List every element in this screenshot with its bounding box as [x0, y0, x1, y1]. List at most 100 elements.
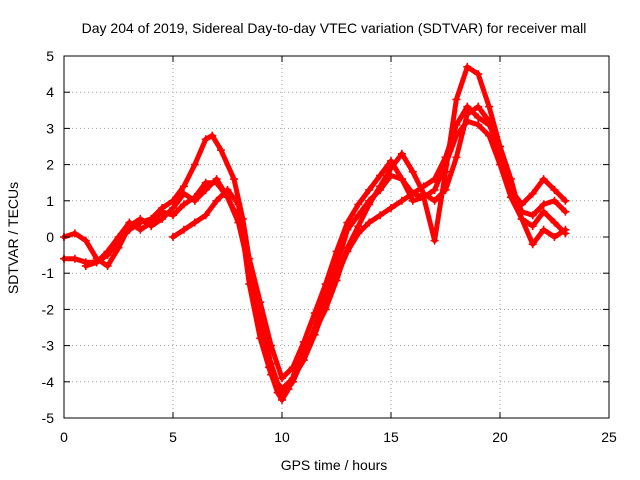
data-point	[485, 131, 494, 140]
data-point	[408, 167, 417, 176]
data-point	[387, 171, 395, 180]
series-trace	[61, 104, 568, 403]
data-point	[561, 207, 570, 216]
data-point	[201, 211, 210, 220]
data-point	[354, 229, 363, 238]
y-tick-label: 0	[46, 229, 54, 245]
data-point	[430, 196, 439, 205]
data-point	[103, 261, 112, 270]
data-point	[278, 392, 286, 401]
data-point	[354, 222, 363, 231]
data-point	[179, 225, 188, 234]
data-point	[430, 185, 439, 194]
data-point	[321, 301, 330, 310]
data-point	[528, 222, 537, 231]
data-point	[158, 214, 167, 223]
data-point	[397, 175, 406, 184]
axis-ticks: 0 5 10 15 20 25 -5 -4 -3 -2 -1 0 1 2 3 4 5	[42, 48, 617, 445]
data-point	[245, 280, 254, 289]
data-point	[430, 236, 439, 245]
y-tick-label: -4	[42, 374, 55, 390]
y-tick-label: 2	[46, 157, 54, 173]
data-point	[441, 167, 450, 176]
data-point	[387, 156, 395, 165]
data-point	[179, 200, 188, 209]
y-tick-label: 1	[46, 193, 54, 209]
data-point	[397, 149, 406, 158]
data-point	[550, 218, 559, 227]
data-point	[212, 196, 221, 205]
y-tick-label: 4	[46, 84, 54, 100]
y-tick-label: -3	[42, 338, 55, 354]
data-point	[343, 218, 352, 227]
series-track-4	[169, 62, 570, 394]
data-point	[114, 243, 123, 252]
x-tick-label: 20	[492, 429, 508, 445]
data-point	[539, 225, 548, 234]
data-point	[506, 175, 515, 184]
x-tick-label: 25	[601, 429, 617, 445]
data-point	[517, 214, 526, 223]
data-point	[158, 207, 167, 216]
data-point	[528, 240, 537, 249]
data-point	[136, 225, 145, 234]
y-tick-label: -2	[42, 301, 55, 317]
data-point	[539, 207, 548, 216]
data-point	[365, 185, 374, 194]
data-point	[136, 214, 145, 223]
x-tick-label: 15	[383, 429, 399, 445]
chart-title: Day 204 of 2019, Sidereal Day-to-day VTE…	[82, 20, 587, 36]
data-point	[216, 146, 225, 155]
data-point	[387, 204, 395, 213]
x-tick-label: 10	[274, 429, 290, 445]
data-point	[332, 272, 341, 281]
data-point	[179, 182, 188, 191]
data-point	[278, 385, 286, 394]
data-point	[474, 70, 483, 79]
data-point	[230, 175, 239, 184]
data-point	[310, 330, 319, 339]
x-tick-label: 5	[169, 429, 177, 445]
data-point	[278, 374, 286, 383]
data-point	[528, 211, 537, 220]
data-point	[212, 178, 221, 187]
data-point	[474, 120, 483, 129]
data-point	[419, 193, 428, 202]
data-point	[267, 341, 276, 350]
data-point	[539, 175, 548, 184]
data-point	[169, 211, 177, 220]
data-point	[550, 196, 559, 205]
data-point	[190, 218, 199, 227]
data-point	[169, 204, 177, 213]
data-point	[474, 102, 483, 111]
x-axis-label: GPS time / hours	[281, 457, 388, 473]
data-point	[256, 334, 265, 343]
data-point	[81, 261, 90, 270]
data-point	[267, 370, 276, 379]
data-point	[299, 356, 308, 365]
data-point	[103, 247, 112, 256]
data-point	[332, 247, 341, 256]
data-point	[463, 102, 472, 111]
plot-frame	[63, 55, 610, 419]
data-point	[408, 189, 417, 198]
data-point	[223, 185, 232, 194]
data-point	[452, 131, 461, 140]
x-tick-label: 0	[60, 429, 68, 445]
data-point	[190, 193, 199, 202]
data-point	[528, 189, 537, 198]
data-point	[365, 196, 374, 205]
data-series	[60, 62, 570, 404]
data-point	[201, 178, 210, 187]
data-point	[561, 196, 570, 205]
data-point	[376, 171, 385, 180]
data-point	[343, 247, 352, 256]
data-point	[92, 258, 101, 267]
data-point	[81, 236, 90, 245]
data-point	[321, 280, 330, 289]
data-point	[288, 363, 297, 372]
data-point	[179, 189, 188, 198]
data-point	[234, 200, 243, 209]
data-point	[463, 117, 472, 126]
